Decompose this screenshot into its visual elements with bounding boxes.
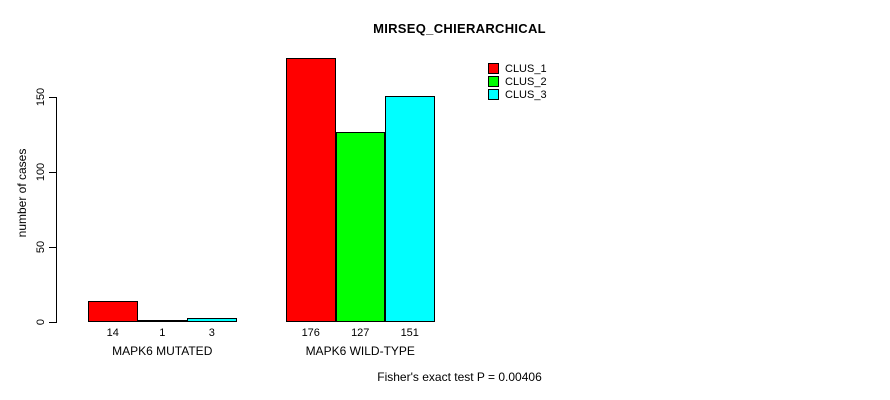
bar-clus_1-mutated <box>88 301 138 322</box>
bar-clus_2-wild-type <box>335 131 385 322</box>
y-axis-label: number of cases <box>15 148 29 238</box>
legend-label: CLUS_1 <box>505 62 547 75</box>
bar-value-label: 1 <box>159 327 166 339</box>
bar-value-label: 151 <box>400 327 419 339</box>
legend-item-clus_1: CLUS_1 <box>488 62 547 75</box>
bar-clus_1-wild-type <box>286 58 336 322</box>
legend-swatch-clus_1 <box>488 63 499 74</box>
legend-label: CLUS_3 <box>505 88 547 101</box>
bar-value-label: 176 <box>301 327 320 339</box>
y-axis-line <box>56 97 57 323</box>
annotation-fishers-test: Fisher's exact test P = 0.00406 <box>377 370 542 384</box>
legend-item-clus_3: CLUS_3 <box>488 88 547 101</box>
chart-title: MIRSEQ_CHIERARCHICAL <box>373 21 546 36</box>
category-label: MAPK6 MUTATED <box>112 344 213 358</box>
y-tick-label: 50 <box>35 240 47 254</box>
bar-clus_3-wild-type <box>385 95 435 322</box>
category-label: MAPK6 WILD-TYPE <box>305 344 415 358</box>
legend-label: CLUS_2 <box>505 75 547 88</box>
bar-value-label: 3 <box>208 327 215 339</box>
y-tick-label: 100 <box>35 162 47 182</box>
y-tick-mark <box>49 322 56 323</box>
y-tick-mark <box>49 97 56 98</box>
legend-item-clus_2: CLUS_2 <box>488 75 547 88</box>
bar-clus_2-mutated <box>137 320 187 322</box>
legend: CLUS_1 CLUS_2 CLUS_3 <box>488 62 547 101</box>
y-tick-label: 0 <box>35 318 47 326</box>
bar-value-label: 14 <box>106 327 119 339</box>
y-tick-mark <box>49 172 56 173</box>
y-tick-label: 150 <box>35 87 47 107</box>
legend-swatch-clus_3 <box>488 89 499 100</box>
bar-clus_3-mutated <box>187 317 237 322</box>
bar-value-label: 127 <box>351 327 370 339</box>
legend-swatch-clus_2 <box>488 76 499 87</box>
y-tick-mark <box>49 247 56 248</box>
